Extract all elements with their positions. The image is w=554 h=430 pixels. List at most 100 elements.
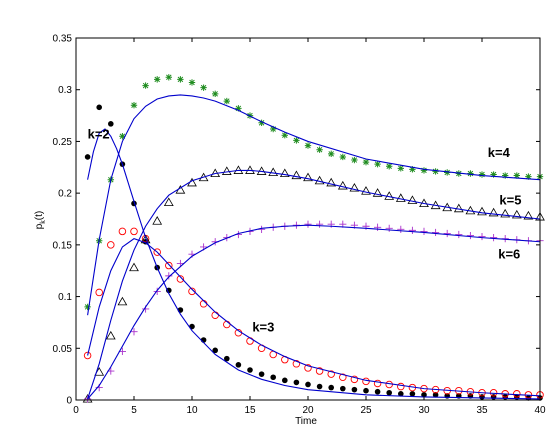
data-point xyxy=(130,328,138,336)
series-k3_curve xyxy=(87,238,541,397)
data-point xyxy=(478,171,486,178)
data-point xyxy=(349,182,360,192)
data-point xyxy=(292,360,301,368)
data-point xyxy=(314,175,325,185)
plot-layer: k=2 k=3 k=4 k=5 k=6 xyxy=(82,74,545,403)
x-tick-label: 20 xyxy=(302,405,314,416)
data-point xyxy=(398,390,404,397)
y-tick-label: 0.35 xyxy=(53,34,73,45)
data-point xyxy=(129,262,139,272)
data-point xyxy=(421,392,427,398)
y-tick-label: 0.05 xyxy=(53,344,73,355)
curve-line xyxy=(87,94,541,316)
data-point xyxy=(513,172,520,179)
data-point xyxy=(304,142,312,149)
data-point xyxy=(363,387,369,394)
data-point xyxy=(221,166,232,175)
data-point xyxy=(432,168,439,175)
data-point xyxy=(291,170,302,180)
data-point xyxy=(466,231,474,240)
data-point xyxy=(293,137,300,144)
data-point xyxy=(117,296,128,306)
data-point xyxy=(372,188,383,197)
annotation-label: k=6 xyxy=(498,246,520,261)
data-point xyxy=(385,224,393,232)
data-point xyxy=(362,158,370,166)
y-tick-label: 0.1 xyxy=(58,292,72,303)
data-point xyxy=(279,168,290,178)
data-point xyxy=(84,154,91,160)
x-tick-label: 30 xyxy=(418,405,430,416)
data-point xyxy=(166,287,172,294)
data-point xyxy=(165,272,173,280)
data-point xyxy=(523,210,534,220)
data-point xyxy=(268,167,279,177)
data-point xyxy=(130,227,138,236)
data-point xyxy=(270,374,277,381)
data-point xyxy=(350,375,359,384)
data-point xyxy=(397,225,405,233)
data-point xyxy=(305,381,311,388)
data-point xyxy=(83,351,92,360)
data-point xyxy=(397,165,404,172)
data-point xyxy=(270,125,277,133)
data-point xyxy=(490,234,498,242)
data-point xyxy=(281,132,288,139)
data-point xyxy=(316,220,324,228)
data-point xyxy=(154,76,161,83)
annotation-label: k=2 xyxy=(88,126,110,141)
data-point xyxy=(304,220,312,228)
data-point xyxy=(455,230,463,239)
data-point xyxy=(315,367,324,375)
data-point xyxy=(108,121,114,127)
data-point xyxy=(223,97,230,105)
series-k5_curve xyxy=(87,169,541,400)
data-point xyxy=(176,275,185,283)
y-axis-label-tail: (t) xyxy=(34,211,45,220)
data-point xyxy=(328,384,335,391)
data-point xyxy=(258,119,265,127)
x-tick-label: 15 xyxy=(244,405,256,416)
x-tick-label: 5 xyxy=(131,405,137,416)
curve-line xyxy=(87,238,541,397)
y-tick-label: 0.15 xyxy=(53,240,73,251)
data-point xyxy=(235,105,242,112)
x-tick-label: 25 xyxy=(360,405,372,416)
data-point xyxy=(443,229,451,238)
curve-line xyxy=(87,169,541,400)
data-point xyxy=(153,248,161,256)
data-point xyxy=(339,373,347,381)
data-point xyxy=(432,228,440,237)
data-point xyxy=(107,241,115,249)
data-point xyxy=(395,193,406,202)
data-point xyxy=(420,227,428,236)
data-point xyxy=(316,383,323,390)
data-point xyxy=(293,379,300,386)
data-point xyxy=(351,386,358,393)
data-point xyxy=(326,177,337,187)
data-point xyxy=(224,355,230,362)
data-point xyxy=(163,197,174,207)
data-point xyxy=(105,330,116,340)
data-point xyxy=(247,367,253,373)
data-point xyxy=(119,133,126,140)
data-point xyxy=(282,377,288,384)
data-point xyxy=(490,171,497,178)
data-point xyxy=(96,104,102,111)
data-point xyxy=(200,84,207,91)
data-point xyxy=(327,370,335,378)
data-point xyxy=(420,167,428,174)
data-point xyxy=(165,74,172,81)
data-point xyxy=(407,195,418,204)
data-point xyxy=(409,166,416,173)
y-axis-label: pk(t) xyxy=(34,211,47,230)
data-point xyxy=(374,388,381,395)
curve-line xyxy=(87,224,541,400)
data-point xyxy=(374,160,381,168)
data-point xyxy=(373,379,382,388)
y-tick-label: 0.25 xyxy=(53,137,73,148)
data-point xyxy=(142,82,149,89)
data-point xyxy=(198,172,209,182)
